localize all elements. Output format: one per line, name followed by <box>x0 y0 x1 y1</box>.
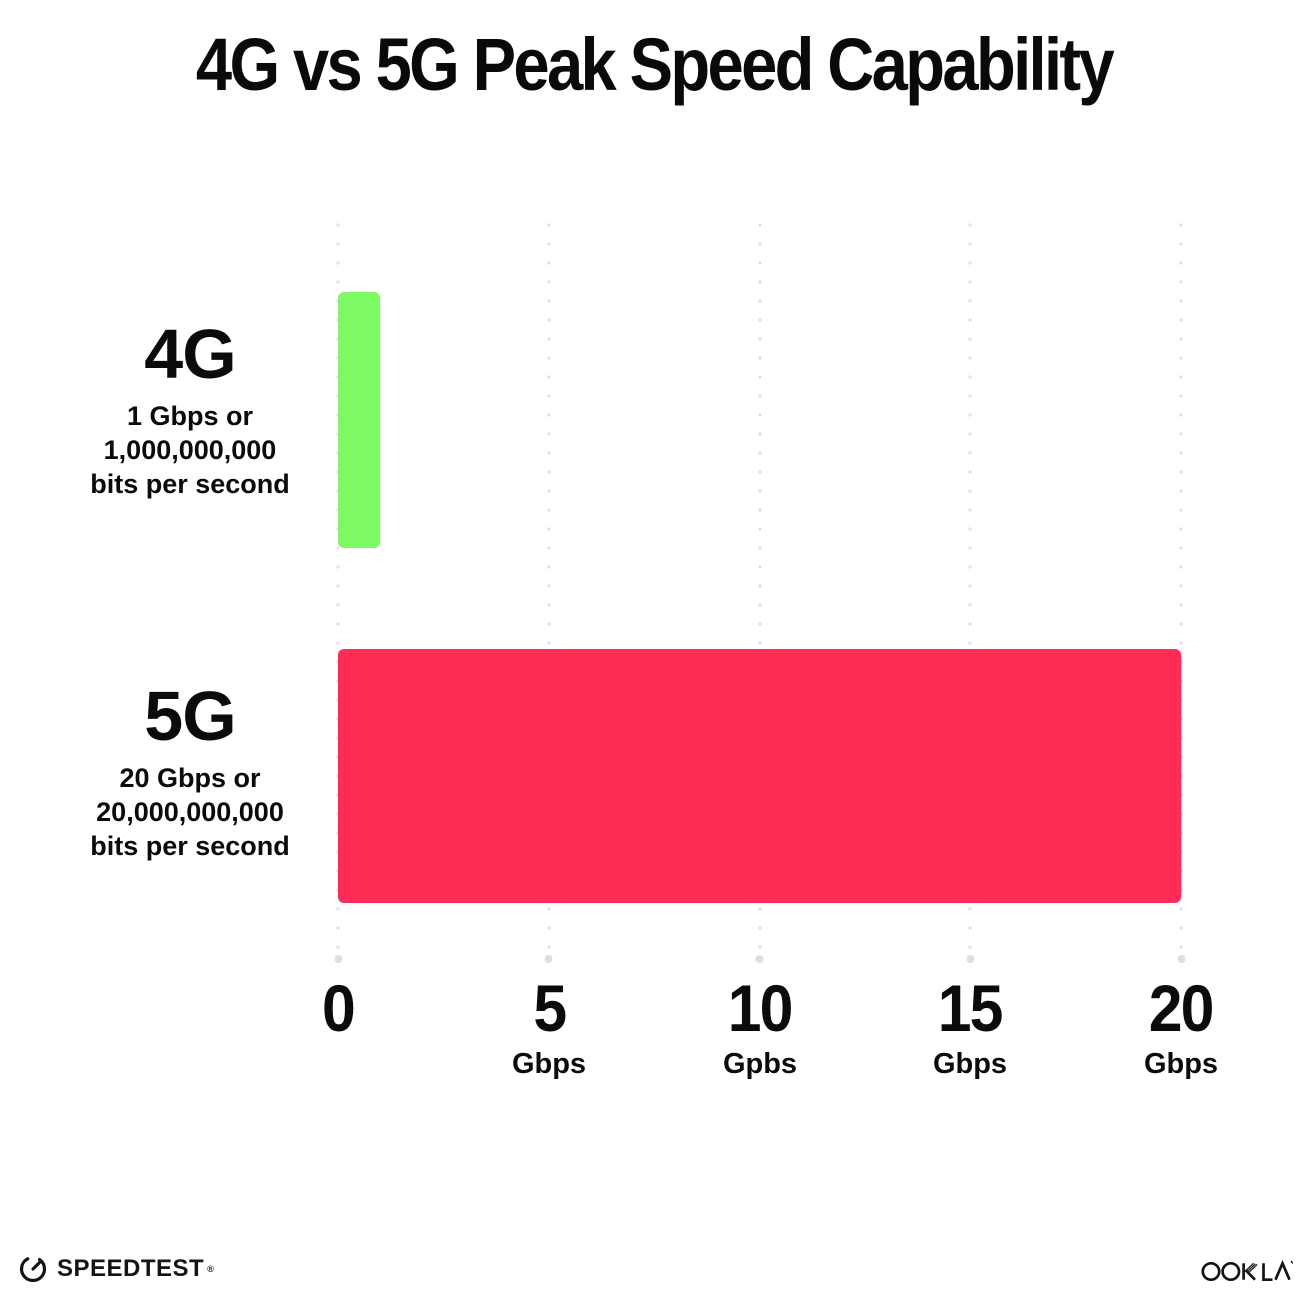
category-title-5g: 5G <box>144 677 236 755</box>
gridline-5 <box>546 222 552 958</box>
category-title-4g: 4G <box>144 315 236 393</box>
sublabel-line: 20,000,000,000 <box>96 796 284 827</box>
bar-4g <box>338 292 381 548</box>
ookla-wordmark-icon <box>1201 1259 1294 1282</box>
gridline-20 <box>1178 222 1184 958</box>
x-tick-0: 0 <box>321 975 356 1049</box>
x-tick-20: 20 Gbps <box>1144 975 1218 1081</box>
x-tick-5: 5 Gbps <box>512 975 586 1081</box>
tick-value: 10 <box>728 971 794 1045</box>
category-sublabel-4g: 1 Gbps or 1,000,000,000 bits per second <box>52 399 328 501</box>
sublabel-line: bits per second <box>90 830 290 861</box>
bar-5g <box>338 649 1181 903</box>
tick-value: 15 <box>938 971 1004 1045</box>
chart-title: 4G vs 5G Peak Speed Capability <box>195 23 1115 106</box>
ookla-logo <box>1201 1256 1294 1290</box>
tick-value: 20 <box>1149 971 1215 1045</box>
sublabel-line: 1,000,000,000 <box>103 434 277 465</box>
speedtest-gauge-icon <box>18 1254 48 1284</box>
gridline-15 <box>967 222 973 958</box>
speedtest-logo: SPEEDTEST ® <box>18 1254 214 1284</box>
tick-unit: Gbps <box>511 1048 587 1080</box>
speedtest-wordmark: SPEEDTEST <box>57 1255 205 1282</box>
sublabel-line: 1 Gbps or <box>126 400 254 431</box>
x-tick-15: 15 Gbps <box>933 975 1007 1081</box>
x-tick-10: 10 Gpbs <box>723 975 797 1081</box>
tick-unit: Gbps <box>932 1048 1008 1080</box>
tick-unit: Gbps <box>1143 1048 1219 1080</box>
registered-mark: ® <box>207 1264 214 1274</box>
category-label-4g: 4G 1 Gbps or 1,000,000,000 bits per seco… <box>52 318 328 501</box>
tick-unit: Gpbs <box>722 1048 798 1080</box>
tick-value: 5 <box>533 971 567 1045</box>
plot-area <box>335 222 1184 958</box>
gridline-10 <box>757 222 762 958</box>
tick-value: 0 <box>322 971 356 1045</box>
sublabel-line: 20 Gbps or <box>119 762 261 793</box>
gridline-0 <box>335 222 341 958</box>
category-label-5g: 5G 20 Gbps or 20,000,000,000 bits per se… <box>52 680 328 863</box>
category-sublabel-5g: 20 Gbps or 20,000,000,000 bits per secon… <box>52 761 328 863</box>
sublabel-line: bits per second <box>90 468 290 499</box>
